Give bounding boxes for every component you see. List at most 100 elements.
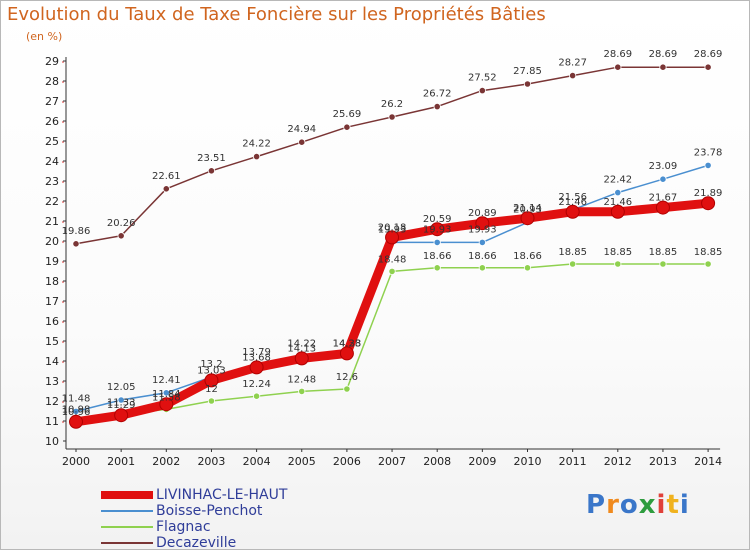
data-point xyxy=(475,216,490,231)
y-tick-label: 25 xyxy=(45,135,59,148)
data-label: 24.22 xyxy=(242,139,271,150)
legend: LIVINHAC-LE-HAUT Boisse-Penchot Flagnac … xyxy=(101,487,287,551)
x-tick-label: 2002 xyxy=(152,455,180,468)
data-point xyxy=(298,138,306,146)
data-label: 28.69 xyxy=(603,49,632,60)
y-tick-label: 10 xyxy=(45,435,59,448)
data-label: 13.79 xyxy=(242,347,271,358)
y-tick-label: 28 xyxy=(45,75,59,88)
legend-label-boisse-penchot: Boisse-Penchot xyxy=(156,503,263,519)
data-point xyxy=(430,222,445,237)
data-point xyxy=(343,385,351,393)
data-point xyxy=(162,185,170,193)
y-tick-label: 26 xyxy=(45,115,59,128)
data-point xyxy=(610,204,625,219)
data-label: 14.22 xyxy=(287,339,316,350)
data-label: 20.26 xyxy=(107,218,136,229)
data-label: 27.52 xyxy=(468,73,497,84)
series-layer xyxy=(69,63,716,429)
y-tick-label: 23 xyxy=(45,175,59,188)
data-point xyxy=(523,264,532,272)
x-tick-label: 2014 xyxy=(694,455,722,468)
data-point xyxy=(298,387,306,395)
data-point xyxy=(253,153,261,161)
x-tick-label: 2013 xyxy=(649,455,677,468)
legend-swatch-boisse-penchot xyxy=(101,510,153,512)
legend-item-livinhac: LIVINHAC-LE-HAUT xyxy=(101,487,287,503)
legend-item-flagnac: Flagnac xyxy=(101,519,287,535)
data-label: 20.59 xyxy=(423,214,452,225)
data-label: 12.05 xyxy=(107,382,136,393)
y-tick-label: 19 xyxy=(45,255,59,268)
data-point xyxy=(614,63,622,71)
y-tick-label: 16 xyxy=(45,315,59,328)
data-label: 21.14 xyxy=(513,203,542,214)
data-label: 11.48 xyxy=(62,393,91,404)
data-point xyxy=(523,80,532,88)
data-label: 10.96 xyxy=(62,407,91,418)
x-tick-label: 2004 xyxy=(243,455,271,468)
data-point xyxy=(204,373,219,388)
data-label: 28.69 xyxy=(649,49,678,60)
unit-label: (en %) xyxy=(26,30,63,43)
data-point xyxy=(565,204,580,219)
data-label: 12 xyxy=(205,384,218,395)
data-label: 19.93 xyxy=(423,224,452,235)
y-tick-label: 11 xyxy=(45,415,59,428)
data-label: 21.46 xyxy=(558,197,587,208)
data-point xyxy=(207,397,216,405)
data-label: 14.23 xyxy=(333,338,362,349)
y-tick-label: 15 xyxy=(45,335,59,348)
data-point xyxy=(433,103,441,111)
data-label: 11.29 xyxy=(107,400,136,411)
data-point xyxy=(117,232,125,240)
y-tick-label: 21 xyxy=(45,215,59,228)
data-label: 20.18 xyxy=(378,222,407,233)
data-label: 18.85 xyxy=(649,247,678,258)
data-point xyxy=(614,189,622,197)
data-label: 25.69 xyxy=(333,109,362,120)
data-point xyxy=(385,230,400,245)
data-point xyxy=(339,346,354,361)
x-tick-label: 2010 xyxy=(514,455,542,468)
data-label: 24.94 xyxy=(287,124,316,135)
x-tick-label: 2001 xyxy=(107,455,135,468)
x-tick-label: 2011 xyxy=(559,455,587,468)
y-tick-label: 12 xyxy=(45,395,59,408)
data-label: 12.41 xyxy=(152,375,181,386)
data-label: 19.86 xyxy=(62,226,91,237)
legend-label-decazeville: Decazeville xyxy=(156,535,237,551)
data-label: 18.48 xyxy=(378,254,407,265)
data-point xyxy=(294,351,309,366)
data-label: 20.89 xyxy=(468,208,497,219)
data-point xyxy=(478,264,486,272)
data-point xyxy=(114,408,129,423)
data-label: 21.46 xyxy=(603,197,632,208)
data-point xyxy=(69,414,83,429)
legend-label-livinhac: LIVINHAC-LE-HAUT xyxy=(156,487,288,503)
data-point xyxy=(433,238,441,246)
data-point xyxy=(704,161,712,169)
data-label: 18.66 xyxy=(513,251,542,262)
x-tick-label: 2006 xyxy=(333,455,361,468)
data-label: 28.27 xyxy=(558,58,587,69)
data-label: 11.33 xyxy=(107,397,136,408)
y-tick-label: 17 xyxy=(45,295,59,308)
data-point xyxy=(343,123,351,131)
data-label: 28.69 xyxy=(694,49,723,60)
y-tick-label: 24 xyxy=(45,155,59,168)
data-label: 18.85 xyxy=(603,247,632,258)
data-label: 21.56 xyxy=(558,192,587,203)
legend-label-flagnac: Flagnac xyxy=(156,519,211,535)
y-tick-label: 27 xyxy=(45,95,59,108)
data-label: 13.68 xyxy=(242,352,271,363)
data-label: 20.93 xyxy=(513,204,542,215)
data-point xyxy=(701,196,716,211)
proxiti-logo: Proxiti xyxy=(586,490,690,520)
data-point xyxy=(614,260,622,268)
y-tick-label: 13 xyxy=(45,375,59,388)
data-point xyxy=(207,167,216,175)
data-point xyxy=(162,389,170,397)
data-label: 12.24 xyxy=(242,379,271,390)
